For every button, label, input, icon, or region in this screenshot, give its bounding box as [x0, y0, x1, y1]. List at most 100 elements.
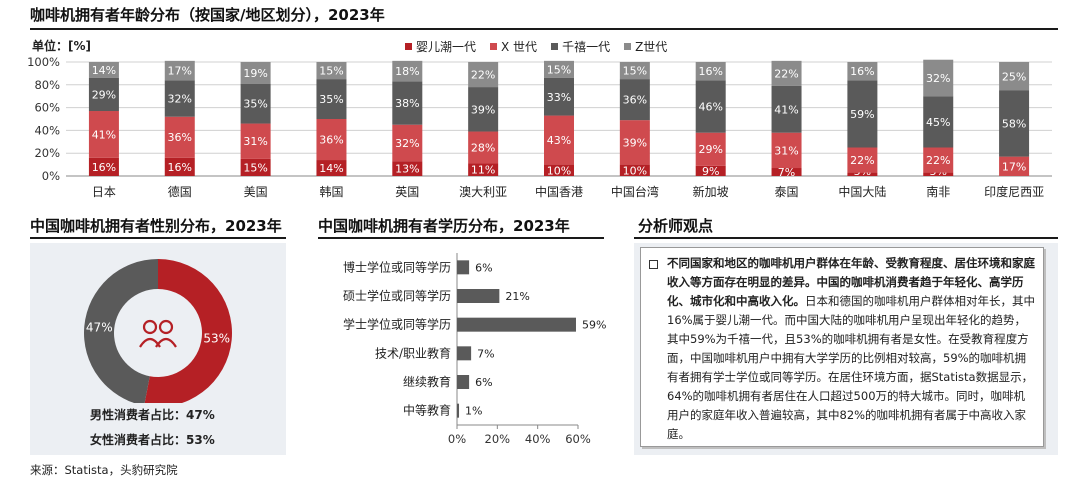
bar-segment	[999, 90, 1030, 157]
legend-label: X 世代	[501, 40, 538, 54]
bar-data-label: 9%	[702, 165, 719, 178]
bar-data-label: 45%	[926, 116, 950, 129]
bar-data-label: 38%	[395, 97, 419, 110]
bar-segment	[316, 160, 347, 176]
bar-segment	[544, 60, 574, 78]
bar-data-label: 33%	[547, 91, 571, 104]
male-share-label: 男性消费者占比：47%	[90, 408, 215, 422]
bar-data-label: 22%	[471, 69, 495, 82]
legend-swatch	[551, 43, 559, 50]
bar-segment	[695, 165, 726, 176]
y-category-label: 学士学位或同等学历	[343, 317, 451, 332]
education-chart-title: 中国咖啡机拥有者学历分布，2023年	[318, 217, 570, 235]
y-tick-label: 40%	[34, 123, 60, 137]
bar-data-label: 59%	[850, 108, 874, 121]
person-head-icon	[158, 319, 174, 335]
main-chart-title: 咖啡机拥有者年龄分布（按国家/地区划分），2023年	[30, 6, 385, 24]
bar-data-label: 58%	[1002, 118, 1026, 131]
bar-data-label: 10%	[547, 164, 571, 177]
bar-segment	[695, 132, 726, 166]
donut-data-label: 47%	[86, 320, 113, 334]
bar-data-label: 22%	[926, 154, 950, 167]
x-tick-label: 日本	[92, 185, 116, 199]
legend-swatch	[624, 43, 632, 50]
donut-slice	[84, 259, 158, 403]
bar-data-label: 39%	[471, 103, 495, 116]
bar-segment	[771, 85, 802, 133]
bar-data-label: 14%	[319, 162, 343, 175]
x-tick-label: 澳大利亚	[459, 185, 507, 199]
analysis-bold-text: 不同国家和地区的咖啡机用户群体在年龄、受教育程度、居住环境和家庭收入等方面存在明…	[667, 256, 1035, 308]
bar-data-label: 15%	[623, 65, 647, 78]
bar-segment	[468, 163, 499, 176]
unit-label: 单位：[%]	[32, 39, 91, 53]
bar-segment	[392, 161, 423, 176]
bar-data-label: 15%	[547, 63, 571, 76]
bar-segment	[88, 77, 119, 112]
bar-segment	[544, 115, 574, 165]
bar-data-label: 7%	[477, 347, 494, 360]
legend-item-genz: Z世代	[624, 38, 667, 55]
bar	[457, 289, 500, 303]
bar-segment	[695, 62, 726, 81]
bar-segment	[240, 158, 271, 176]
gender-title-rule	[30, 237, 286, 239]
legend-item-boomer: 婴儿潮一代	[405, 38, 476, 55]
checkbox-bullet-icon	[649, 260, 658, 269]
donut-slice	[144, 259, 232, 403]
bar-segment	[619, 164, 650, 176]
bar-data-label: 31%	[774, 144, 798, 157]
bar-data-label: 16%	[698, 65, 722, 78]
education-title-rule	[318, 237, 604, 239]
x-tick-label: 60%	[565, 432, 591, 446]
bar-data-label: 32%	[926, 72, 950, 85]
bar-segment	[999, 156, 1030, 176]
bar-data-label: 29%	[92, 88, 116, 101]
source-note: 来源：Statista，头豹研究院	[30, 463, 178, 477]
bar	[457, 346, 472, 361]
y-tick-label: 80%	[34, 78, 60, 92]
gender-chart-title: 中国咖啡机拥有者性别分布，2023年	[30, 217, 282, 235]
bar-data-label: 14%	[92, 64, 116, 77]
bar-segment	[468, 131, 499, 164]
analysis-title-rule	[634, 237, 1058, 239]
bar-segment	[999, 62, 1030, 91]
legend-label: 婴儿潮一代	[416, 40, 477, 54]
bar-data-label: 35%	[243, 98, 267, 111]
x-tick-label: 韩国	[319, 184, 343, 199]
title-rule	[30, 28, 1058, 30]
analysis-body-text: 日本和德国的咖啡机用户群体相对年长，其中16%属于婴儿潮一代。而中国大陆的咖啡机…	[667, 294, 1035, 441]
bar-data-label: 1%	[465, 405, 482, 418]
bar-data-label: 43%	[547, 134, 571, 147]
bar-data-label: 35%	[319, 93, 343, 106]
bar-data-label: 17%	[168, 65, 192, 78]
bar-segment	[164, 80, 195, 117]
bar-segment	[392, 81, 423, 125]
bar-data-label: 6%	[475, 376, 492, 389]
bar-segment	[164, 116, 195, 158]
bar-data-label: 22%	[774, 67, 798, 80]
legend-label: Z世代	[635, 40, 668, 54]
legend-item-genx: X 世代	[490, 38, 537, 55]
bar-data-label: 36%	[623, 94, 647, 107]
x-tick-label: 英国	[395, 185, 419, 199]
donut-data-label: 53%	[203, 332, 230, 346]
y-tick-label: 60%	[34, 101, 60, 115]
education-bar-chart: 0% 20% 40% 60% 6% 博士学位或同等学历 21% 硕士学位或同等学历 59% 学士学…	[343, 253, 606, 446]
gender-donut-chart: 53% 47%	[84, 259, 232, 403]
bar-segment	[164, 157, 195, 176]
bar-data-label: 28%	[471, 142, 495, 155]
legend-swatch	[490, 43, 498, 50]
legend-swatch	[405, 43, 412, 50]
bar-segment	[847, 80, 878, 148]
bar	[457, 375, 470, 389]
bar-data-label: 16%	[850, 65, 874, 78]
bar	[457, 403, 460, 418]
bar-segment	[164, 60, 195, 81]
bar-data-label: 7%	[778, 166, 795, 179]
bar-segment	[847, 172, 878, 176]
legend-item-millennial: 千禧一代	[551, 38, 610, 55]
x-tick-label: 中国大陆	[838, 184, 886, 199]
bar-segment	[240, 83, 271, 124]
bar-data-label: 25%	[1002, 70, 1026, 83]
